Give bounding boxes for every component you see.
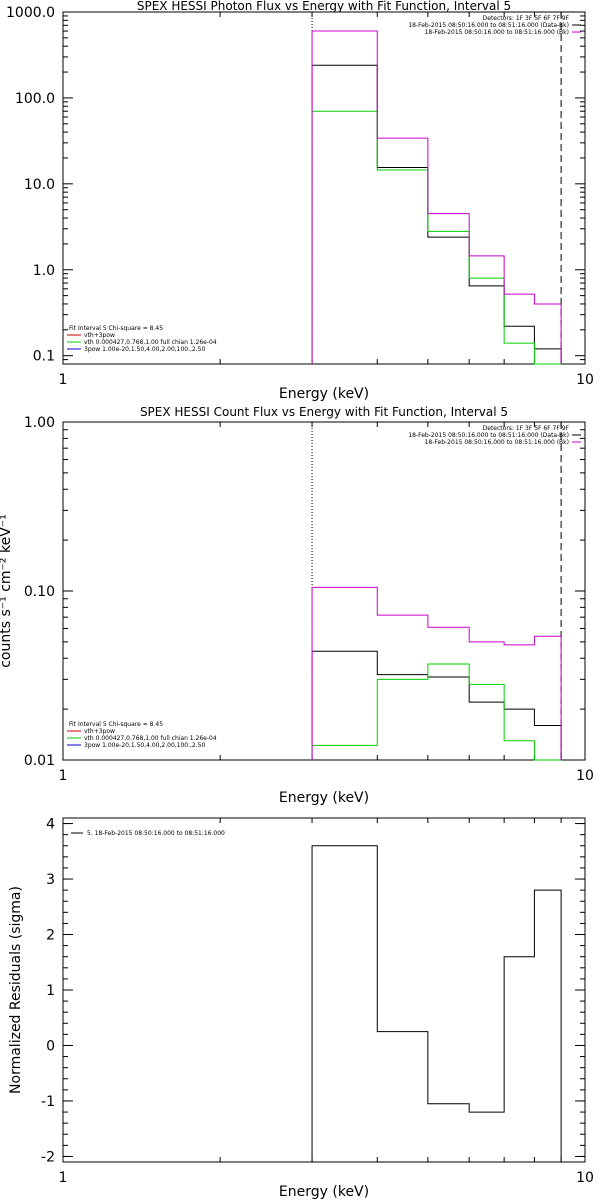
legend-bottom-entry: Fit Interval 5 Chi-square = 8.45	[69, 325, 163, 332]
legend-bottom-entry: 3pow 1.00e-20,1.50,4.00,2.00,100.,2.50	[84, 346, 205, 353]
y-tick-label: 1000.0	[6, 5, 55, 21]
y-tick-label: -1	[41, 1094, 55, 1110]
x-tick-label: 10	[576, 372, 594, 388]
series-line-1	[311, 845, 562, 1162]
plot-frame	[62, 817, 586, 1163]
panel-2: 1 10 0.01 0.10 1.00 SPEX HESSI Count Flux vs …	[0, 405, 594, 806]
chart-title: SPEX HESSI Photon Flux vs Energy with Fi…	[137, 0, 511, 13]
x-tick-label: 10	[576, 768, 594, 784]
legend-top-entry: 18-Feb-2015 08:50:16.000 to 08:51:16.000…	[408, 432, 569, 439]
y-axis-label: Normalized Residuals (sigma)	[8, 886, 24, 1094]
y-tick-label: 100.0	[15, 91, 55, 107]
series-line-3	[311, 30, 562, 364]
y-tick-label: 1.00	[24, 415, 55, 431]
panel-1: 1 10 0.1 1.0 10.0 100.0 1000.0 SPEX HESSI Photo…	[6, 0, 594, 402]
legend-top-entry: Detectors: 1F 3F 5F 6F 7F 9F	[483, 425, 570, 432]
y-tick-label: 3	[46, 872, 55, 888]
series-line-1	[311, 64, 562, 364]
series-line-3	[311, 586, 562, 760]
x-axis-label: Energy (keV)	[279, 386, 369, 402]
legend-bottom-entry: vth+3pow	[84, 332, 115, 339]
legend-top-entry: 18-Feb-2015 08:50:16.000 to 08:51:16.000…	[425, 29, 569, 36]
y-tick-label: 4	[46, 817, 55, 833]
legend-top-entry: 18-Feb-2015 08:50:16.000 to 08:51:16.000…	[425, 439, 569, 446]
legend-bottom-entry: vth 0.000427,0.768,1.00 full chian 1.26e…	[84, 339, 217, 346]
x-tick-label: 1	[59, 372, 68, 388]
y-tick-label: 0.1	[33, 349, 55, 365]
chart-title: SPEX HESSI Count Flux vs Energy with Fit…	[140, 405, 508, 419]
legend-bottom-entry: Fit Interval 5 Chi-square = 8.45	[69, 721, 163, 728]
x-tick-label: 10	[576, 1170, 594, 1186]
panel-3: 1 10 -2 -1 0 1 2 3 4 Energy (keV) Normalized Resid…	[8, 817, 594, 1200]
legend-bottom-entry: vth+3pow	[84, 728, 115, 735]
y-tick-label: 1.0	[33, 263, 55, 279]
x-tick-label: 1	[59, 768, 68, 784]
legend-bottom-entry: 3pow 1.00e-20,1.50,4.00,2.00,100.,2.50	[84, 742, 205, 749]
series-line-2	[311, 663, 562, 761]
legend-bottom-entry: vth 0.000427,0.768,1.00 full chian 1.26e…	[84, 735, 217, 742]
y-tick-label: 0.10	[24, 584, 55, 600]
y-tick-label: 10.0	[24, 177, 55, 193]
x-tick-label: 1	[59, 1170, 68, 1186]
series-line-1	[311, 650, 562, 760]
y-axis-label: counts s⁻¹ cm⁻² keV⁻¹	[0, 514, 14, 668]
y-tick-label: 0	[46, 1038, 55, 1054]
y-tick-label: 1	[46, 983, 55, 999]
x-axis-label: Energy (keV)	[279, 790, 369, 806]
legend-top-entry: Detectors: 1F 3F 5F 6F 7F 9F	[483, 15, 570, 22]
y-tick-label: 2	[46, 928, 55, 944]
legend-top-entry: 18-Feb-2015 08:50:16.000 to 08:51:16.000…	[408, 22, 569, 29]
x-axis-label: Energy (keV)	[279, 1184, 369, 1200]
legend-top-entry: 5. 18-Feb-2015 08:50:16.000 to 08:51:16.…	[87, 830, 225, 837]
y-tick-label: -2	[41, 1149, 55, 1165]
y-tick-label: 0.01	[24, 753, 55, 769]
